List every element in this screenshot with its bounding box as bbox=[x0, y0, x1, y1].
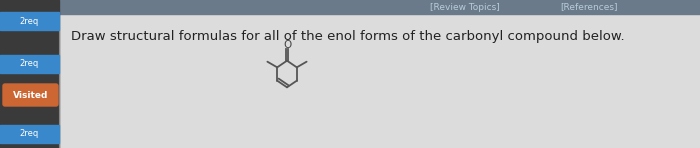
Bar bbox=[0, 0, 59, 148]
Bar bbox=[0, 125, 59, 143]
Bar bbox=[0, 0, 700, 14]
Bar bbox=[0, 55, 59, 73]
Text: O: O bbox=[283, 40, 291, 50]
Text: 2req: 2req bbox=[20, 59, 39, 69]
Text: Draw structural formulas for all of the enol forms of the carbonyl compound belo: Draw structural formulas for all of the … bbox=[71, 30, 624, 43]
FancyBboxPatch shape bbox=[3, 84, 58, 106]
Text: 2req: 2req bbox=[20, 16, 39, 25]
Text: [References]: [References] bbox=[560, 3, 617, 12]
Bar bbox=[0, 12, 59, 30]
Text: Visited: Visited bbox=[13, 90, 48, 99]
Text: 2req: 2req bbox=[20, 130, 39, 139]
Text: [Review Topics]: [Review Topics] bbox=[430, 3, 500, 12]
